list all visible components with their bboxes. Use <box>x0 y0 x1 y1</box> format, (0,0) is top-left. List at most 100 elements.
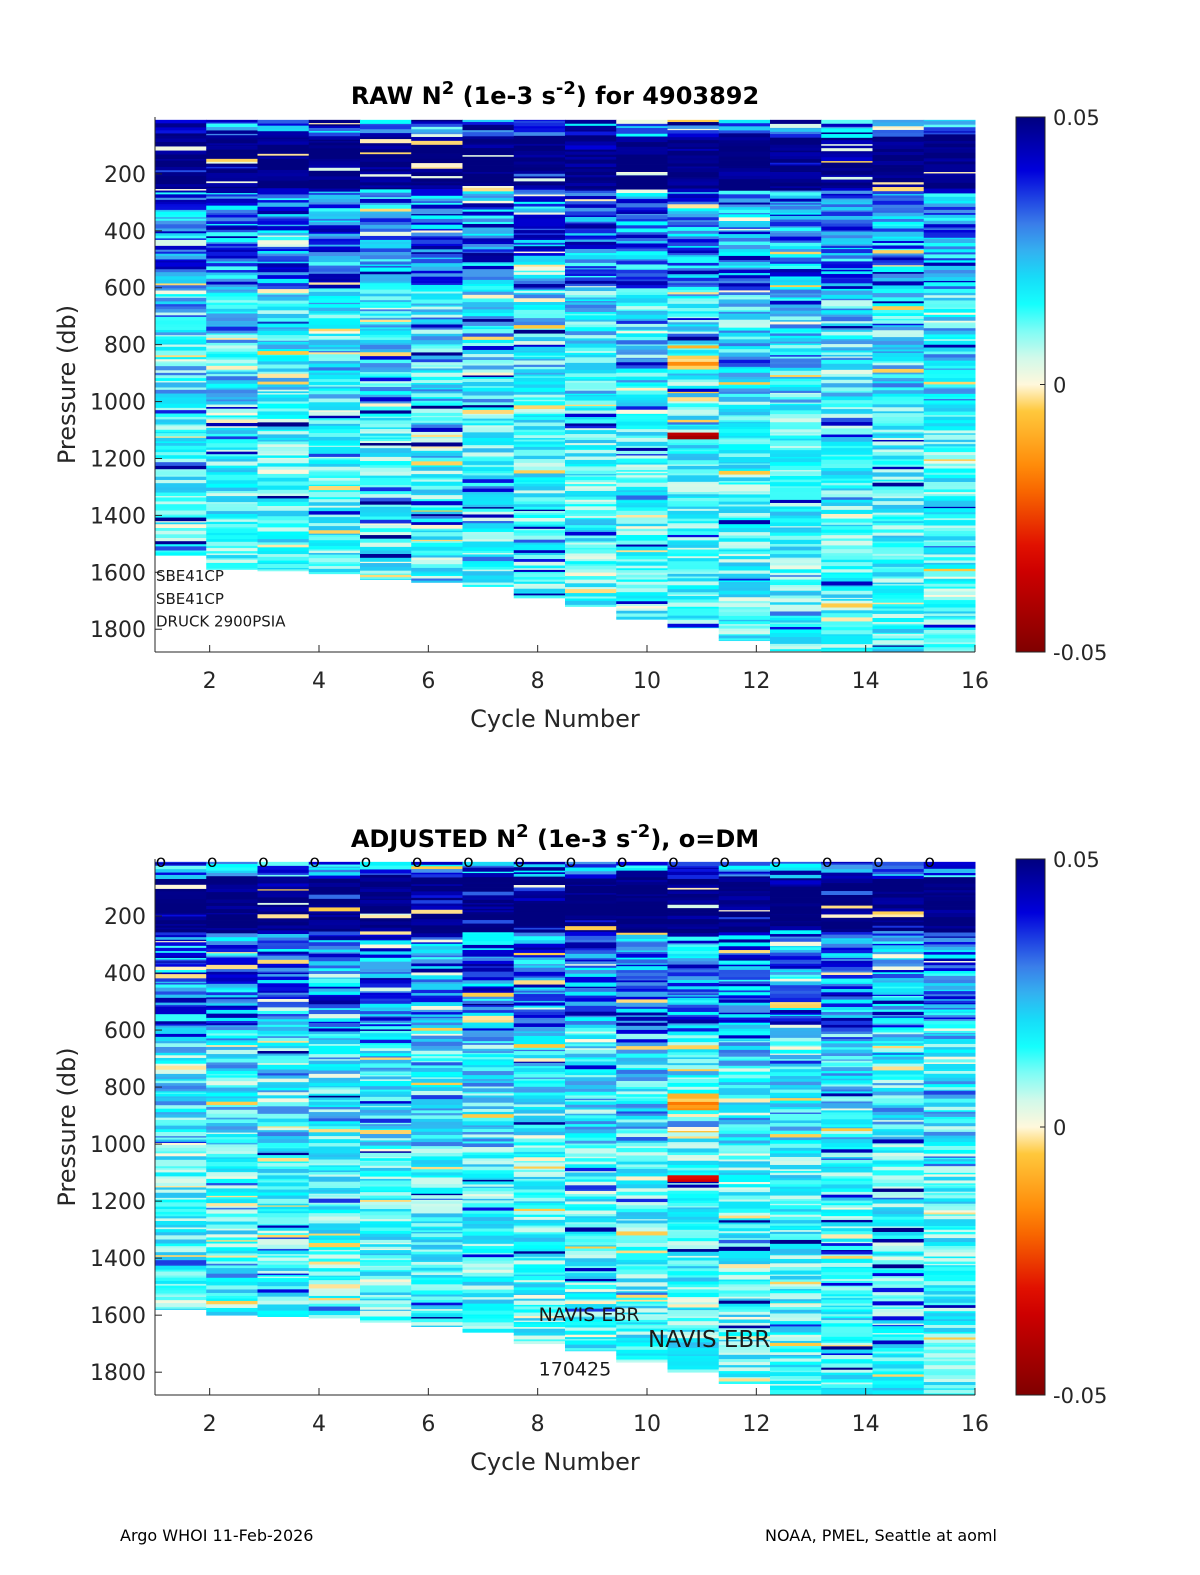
n2-cell <box>565 470 617 475</box>
n2-cell <box>872 543 925 548</box>
n2-cell <box>462 1314 515 1317</box>
n2-cell <box>155 552 207 556</box>
n2-cell <box>308 1206 361 1210</box>
n2-cell <box>155 1169 207 1173</box>
n2-cell <box>923 193 976 198</box>
n2-cell <box>923 344 976 348</box>
n2-cell <box>206 519 258 523</box>
n2-cell <box>718 267 771 270</box>
n2-cell <box>411 368 463 371</box>
n2-cell <box>821 516 873 519</box>
n2-cell <box>821 635 873 641</box>
n2-cell <box>257 218 310 222</box>
n2-cell <box>206 1224 258 1230</box>
n2-cell <box>513 462 566 468</box>
n2-cell <box>462 566 515 570</box>
n2-cell <box>565 253 617 256</box>
n2-cell <box>360 373 412 377</box>
n2-cell <box>257 1307 310 1312</box>
n2-cell <box>513 571 566 574</box>
n2-cell <box>360 267 412 273</box>
n2-cell <box>770 554 822 559</box>
n2-cell <box>513 595 566 599</box>
n2-cell <box>513 1095 566 1100</box>
n2-cell <box>513 255 566 260</box>
n2-cell <box>616 464 668 468</box>
n2-cell <box>718 269 771 274</box>
n2-cell <box>462 1081 515 1084</box>
n2-cell <box>257 886 310 890</box>
n2-cell <box>667 1086 720 1091</box>
n2-cell <box>667 163 720 167</box>
n2-cell <box>206 1206 258 1209</box>
n2-cell <box>257 1300 310 1305</box>
n2-cell <box>206 511 258 515</box>
n2-cell <box>667 486 720 491</box>
n2-cell <box>667 915 720 920</box>
n2-cell <box>155 228 207 232</box>
n2-cell <box>513 369 566 374</box>
n2-cell <box>565 987 617 993</box>
n2-cell <box>718 1279 771 1282</box>
n2-cell <box>462 1000 515 1005</box>
n2-cell <box>155 865 207 868</box>
n2-cell <box>513 1228 566 1233</box>
n2-cell <box>923 119 976 122</box>
n2-cell <box>155 180 207 185</box>
n2-cell <box>616 604 668 607</box>
n2-cell <box>718 319 771 324</box>
n2-cell <box>257 1132 310 1137</box>
n2-cell <box>411 891 463 896</box>
n2-cell <box>257 1304 310 1309</box>
n2-cell <box>718 1208 771 1214</box>
n2-cell <box>257 1248 310 1252</box>
n2-cell <box>257 192 310 195</box>
n2-cell <box>872 420 925 424</box>
n2-cell <box>718 198 771 203</box>
n2-cell <box>411 1237 463 1240</box>
n2-cell <box>411 966 463 970</box>
n2-cell <box>257 563 310 569</box>
n2-cell <box>308 1306 361 1312</box>
n2-cell <box>411 1169 463 1173</box>
n2-cell <box>872 493 925 497</box>
n2-cell <box>667 544 720 549</box>
n2-cell <box>565 319 617 323</box>
n2-cell <box>923 433 976 436</box>
n2-cell <box>360 1250 412 1254</box>
n2-cell <box>667 464 720 467</box>
n2-cell <box>667 1284 720 1288</box>
n2-cell <box>667 889 720 892</box>
n2-cell <box>565 156 617 160</box>
x-tick-label: 12 <box>742 669 770 694</box>
n2-cell <box>616 162 668 165</box>
n2-cell <box>308 244 361 247</box>
n2-cell <box>667 246 720 249</box>
n2-cell <box>667 1245 720 1250</box>
n2-cell <box>155 903 207 907</box>
n2-cell <box>360 1307 412 1311</box>
n2-cell <box>565 965 617 969</box>
colorbar-tick-label: 0 <box>1053 374 1066 398</box>
n2-cell <box>513 1245 566 1250</box>
n2-cell <box>821 566 873 570</box>
n2-cell <box>616 1164 668 1168</box>
n2-cell <box>616 490 668 493</box>
n2-cell <box>667 276 720 279</box>
n2-cell <box>257 457 310 460</box>
n2-cell <box>923 213 976 216</box>
n2-cell <box>667 1251 720 1257</box>
n2-cell <box>155 315 207 318</box>
n2-cell <box>206 1271 258 1275</box>
n2-cell <box>565 410 617 415</box>
n2-cell <box>411 909 463 915</box>
n2-cell <box>718 221 771 224</box>
n2-cell <box>718 1060 771 1066</box>
n2-cell <box>308 350 361 353</box>
n2-cell <box>206 1098 258 1103</box>
n2-cell <box>821 188 873 192</box>
n2-cell <box>360 167 412 170</box>
cycle-column <box>770 119 822 653</box>
n2-cell <box>872 242 925 246</box>
n2-cell <box>411 134 463 138</box>
